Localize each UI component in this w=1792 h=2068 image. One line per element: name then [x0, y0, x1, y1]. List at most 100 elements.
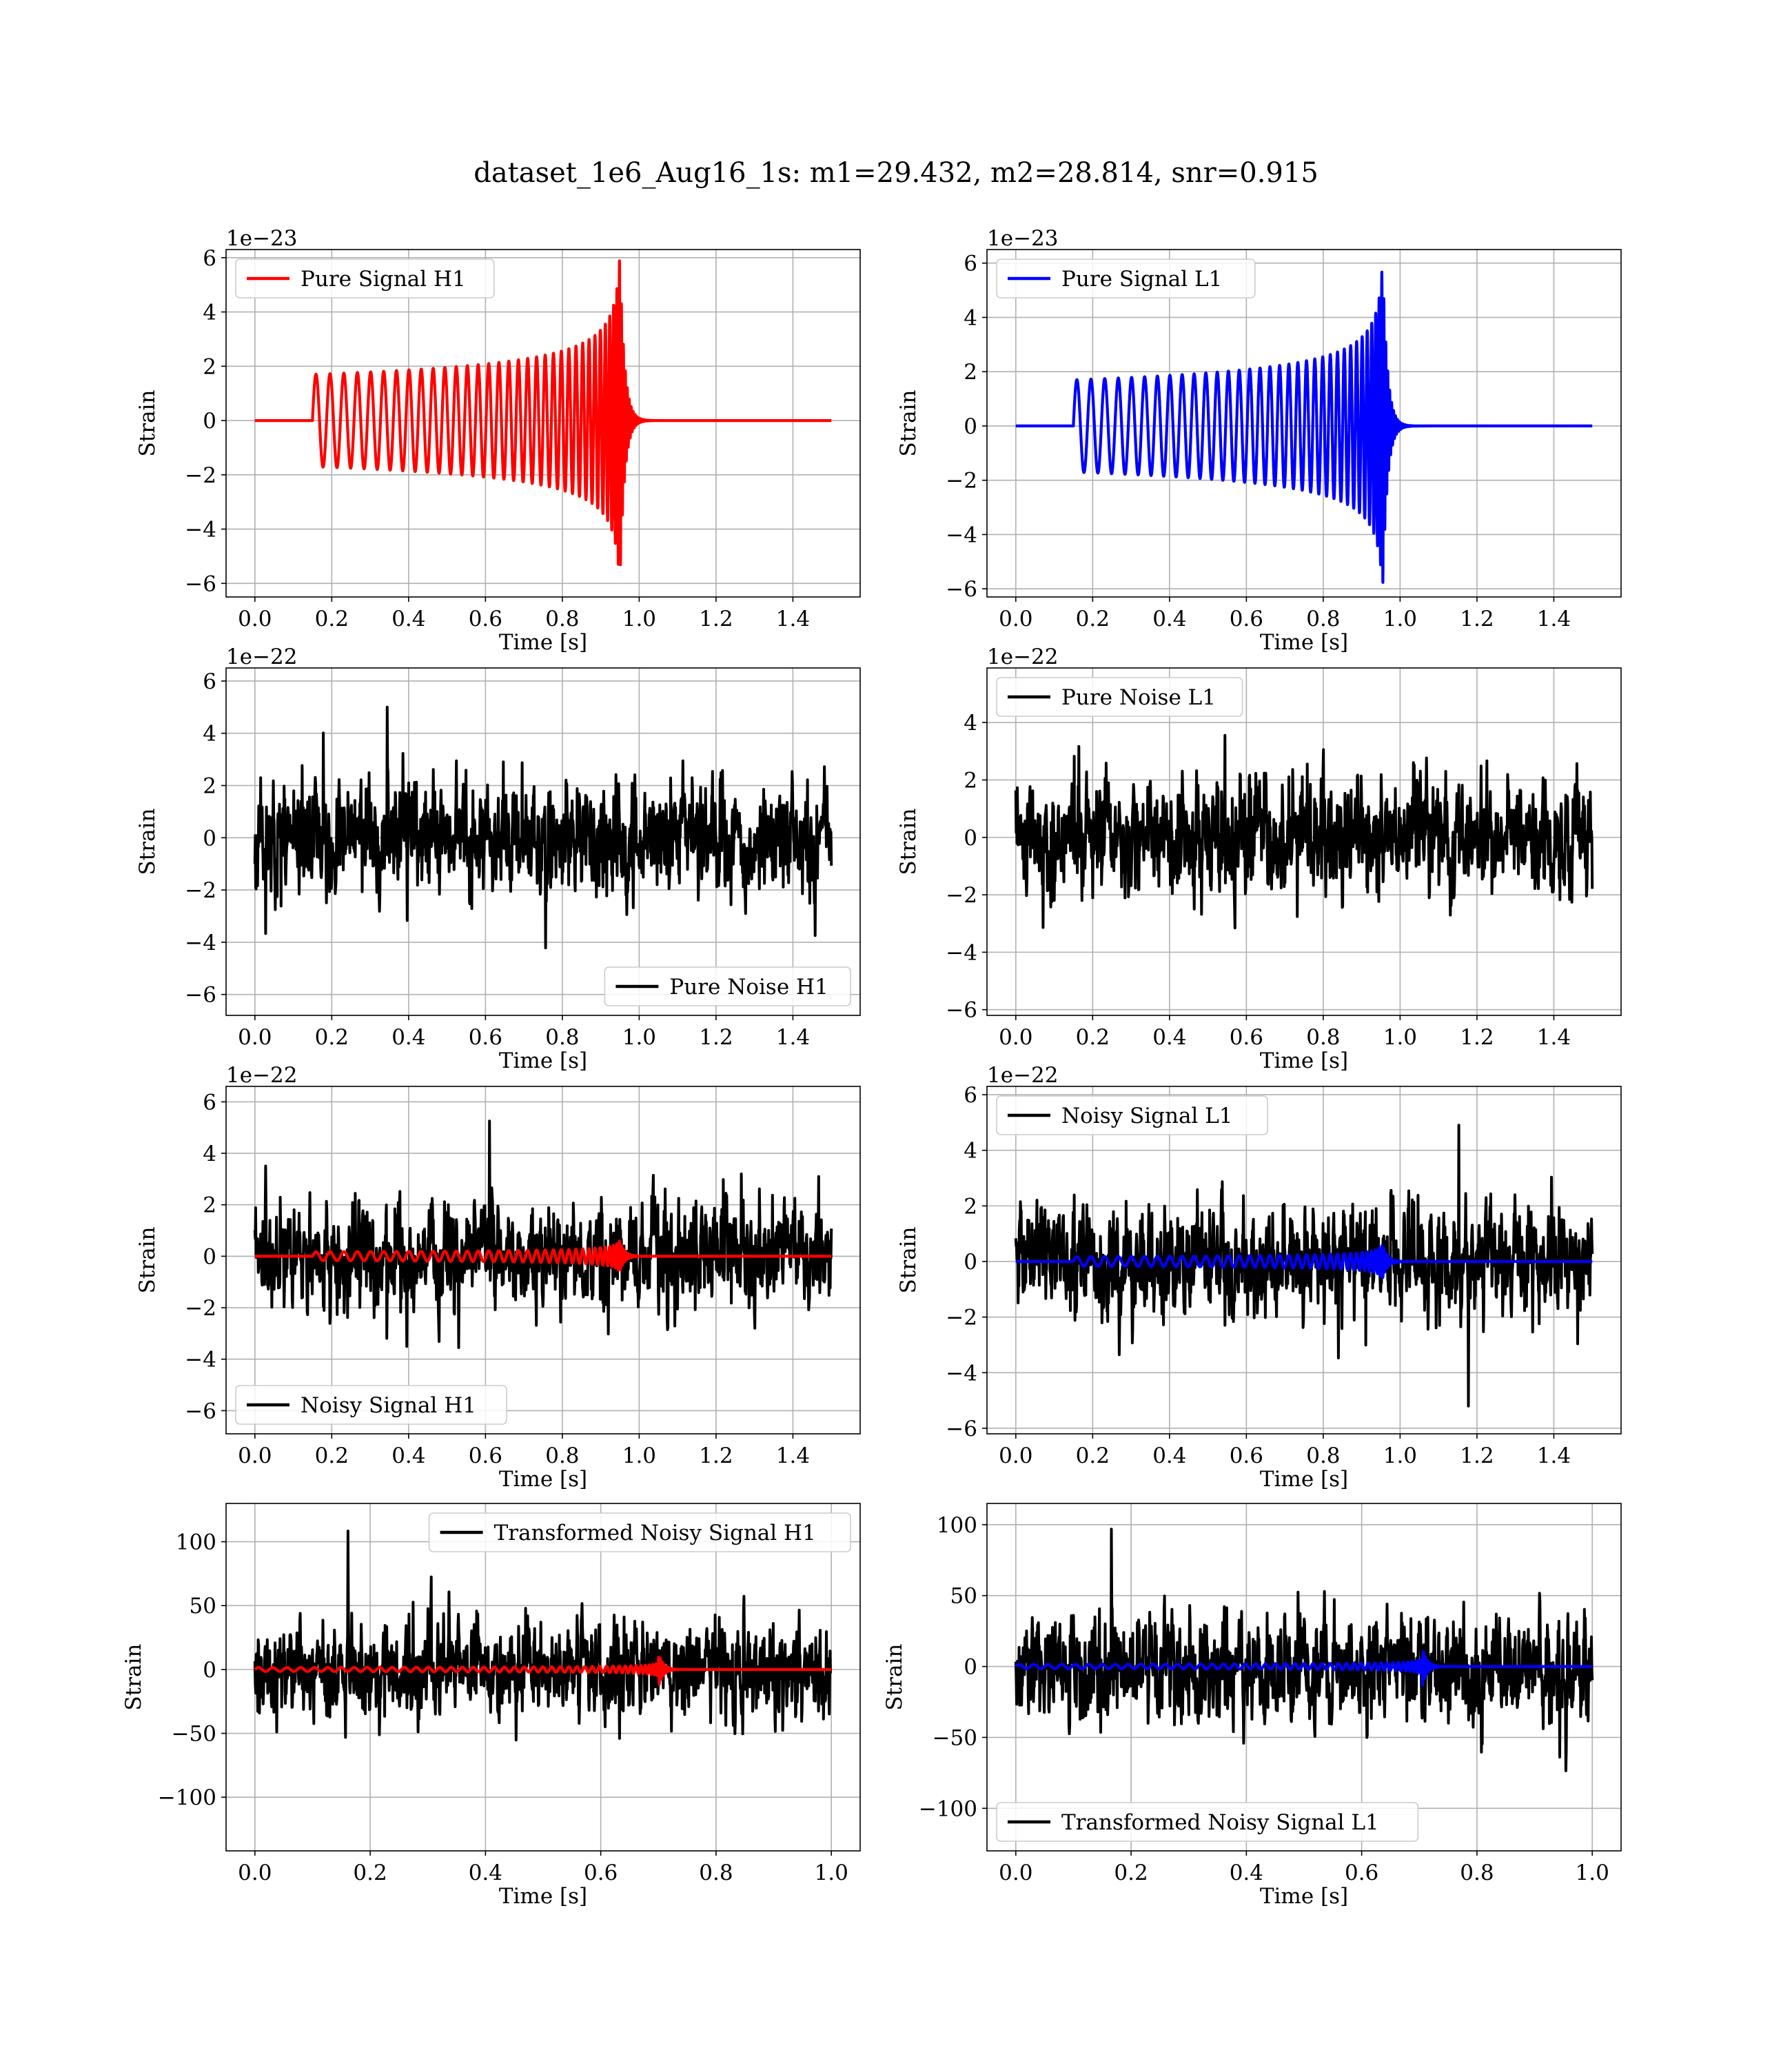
x-tick-label: 0.4 — [469, 1861, 502, 1885]
x-axis-label: Time [s] — [1260, 630, 1348, 655]
y-tick-label: −6 — [946, 998, 977, 1023]
transformed-noisy-signal-l1-chart: 0.0 0.2 0.4 0.6 0.8 1.0 −100 −50 0 50 100 Time [s] S… — [882, 1503, 1622, 1909]
legend-box — [428, 1512, 851, 1552]
legend-label: Pure Noise H1 — [669, 975, 828, 1000]
x-tick-label: 0.8 — [1306, 607, 1340, 631]
x-tick-label: 0.4 — [1152, 1443, 1186, 1468]
y-tick-label: 0 — [964, 826, 977, 851]
y-tick-label: 0 — [203, 409, 216, 434]
transformed-noisy-signal-l1-signal-overlay-line — [1014, 1650, 1594, 1687]
x-tick-label: 1.0 — [1576, 1861, 1609, 1885]
y-tick-label: 2 — [964, 768, 977, 793]
y-tick-label: 2 — [964, 1194, 977, 1219]
x-tick-label: 0.0 — [999, 1025, 1032, 1050]
y-tick-label: 0 — [964, 1250, 977, 1275]
x-tick-label: 1.4 — [1537, 1443, 1571, 1468]
y-tick-label: 4 — [964, 711, 977, 736]
x-tick-label: 0.4 — [391, 607, 425, 631]
noisy-signal-l1-chart: 0.0 0.2 0.4 0.6 0.8 1.0 1.2 1.4 −6 −4 −2 0 2 4 6 Time [… — [896, 1063, 1622, 1492]
noisy-signal-l1-signal-overlay-line — [1014, 1244, 1594, 1279]
legend-box — [996, 1802, 1419, 1842]
y-tick-label: −100 — [158, 1785, 216, 1810]
x-tick-label: 0.0 — [999, 1443, 1032, 1468]
axes-frame — [986, 249, 1622, 598]
x-tick-label: 1.2 — [1460, 1025, 1494, 1050]
noisy-signal-h1-signal-overlay-line — [253, 1239, 833, 1272]
legend-box — [604, 966, 851, 1006]
y-tick-label: 50 — [190, 1594, 216, 1619]
pure-noise-h1-chart: 0.0 0.2 0.4 0.6 0.8 1.0 1.2 1.4 −6 −4 −2 0 2 4 6 Time [… — [135, 645, 861, 1073]
y-tick-label: 4 — [964, 1139, 977, 1164]
y-axis-label: Strain — [896, 390, 921, 457]
x-tick-label: 1.0 — [622, 1443, 656, 1468]
y-tick-label: −4 — [185, 1348, 216, 1372]
x-tick-label: 0.4 — [1230, 1861, 1263, 1885]
y-tick-label: 2 — [964, 360, 977, 385]
legend-label: Transformed Noisy Signal L1 — [1061, 1810, 1379, 1835]
y-tick-label: 0 — [203, 826, 216, 851]
y-tick-label: −6 — [185, 1399, 216, 1423]
y-tick-label: 0 — [964, 414, 977, 439]
x-axis-label: Time [s] — [499, 1884, 587, 1909]
transformed-noisy-signal-h1-signal-overlay-line — [253, 1656, 833, 1686]
legend: Noisy Signal L1 — [996, 1095, 1268, 1135]
axes-frame — [986, 667, 1622, 1016]
figure-title: dataset_1e6_Aug16_1s: m1=29.432, m2=28.8… — [474, 157, 1318, 189]
y-axis-label: Strain — [135, 809, 160, 875]
y-tick-label: −2 — [946, 469, 977, 494]
legend: Pure Signal L1 — [996, 258, 1256, 298]
x-tick-label: 0.0 — [238, 607, 272, 631]
transformed-noisy-signal-l1-line — [1014, 1528, 1594, 1772]
legend: Pure Signal H1 — [235, 258, 495, 298]
y-tick-label: −2 — [946, 883, 977, 908]
x-tick-label: 0.6 — [469, 1443, 502, 1468]
x-tick-label: 0.4 — [391, 1443, 425, 1468]
pure-noise-l1-chart: 0.0 0.2 0.4 0.6 0.8 1.0 1.2 1.4 −6 −4 −2 0 2 4 Time [s… — [896, 645, 1622, 1073]
x-tick-label: 1.0 — [622, 607, 656, 631]
y-tick-label: 4 — [203, 722, 216, 747]
x-tick-label: 1.0 — [1383, 1443, 1417, 1468]
x-tick-label: 0.8 — [699, 1861, 733, 1885]
x-axis-label: Time [s] — [1260, 1467, 1348, 1492]
legend-box — [235, 258, 495, 298]
x-axis-label: Time [s] — [499, 1048, 587, 1073]
y-tick-label: −50 — [172, 1722, 216, 1747]
y-tick-label: −6 — [185, 571, 216, 596]
legend-box — [996, 677, 1243, 717]
pure-signal-h1-chart: 0.0 0.2 0.4 0.6 0.8 1.0 1.2 1.4 −6 −4 −2 0 2 4 6 Time [… — [135, 226, 861, 655]
y-tick-label: 4 — [203, 301, 216, 325]
transformed-noisy-signal-h1-line — [253, 1530, 833, 1742]
y-axis-label: Strain — [882, 1644, 907, 1711]
x-tick-label: 0.2 — [353, 1861, 387, 1885]
legend-box — [996, 1095, 1268, 1135]
x-tick-label: 1.4 — [776, 1443, 810, 1468]
x-axis-label: Time [s] — [1260, 1884, 1348, 1909]
axis-offset-text: 1e−22 — [987, 1063, 1059, 1088]
pure-signal-h1-line — [253, 259, 833, 567]
x-tick-label: 0.0 — [238, 1443, 272, 1468]
x-tick-label: 1.2 — [699, 1443, 733, 1468]
x-tick-label: 0.8 — [545, 607, 579, 631]
x-tick-label: 1.2 — [699, 1025, 733, 1050]
y-tick-label: −4 — [946, 1361, 977, 1386]
x-tick-label: 0.6 — [584, 1861, 618, 1885]
legend: Transformed Noisy Signal L1 — [996, 1802, 1419, 1842]
y-axis-label: Strain — [896, 1227, 921, 1294]
legend-box — [235, 1385, 507, 1425]
x-tick-label: 0.2 — [315, 1443, 349, 1468]
noisy-signal-h1-chart: 0.0 0.2 0.4 0.6 0.8 1.0 1.2 1.4 −6 −4 −2 0 2 4 6 Time [… — [135, 1063, 861, 1492]
x-tick-label: 1.2 — [699, 607, 733, 631]
x-tick-label: 0.4 — [391, 1025, 425, 1050]
y-tick-label: −6 — [946, 577, 977, 602]
legend: Pure Noise H1 — [604, 966, 851, 1006]
axis-offset-text: 1e−22 — [987, 645, 1059, 669]
y-tick-label: −6 — [946, 1417, 977, 1441]
x-axis-label: Time [s] — [499, 630, 587, 655]
y-tick-label: −4 — [946, 523, 977, 547]
legend-label: Noisy Signal L1 — [1061, 1104, 1233, 1128]
axis-offset-text: 1e−23 — [987, 226, 1059, 251]
x-tick-label: 0.4 — [1152, 607, 1186, 631]
axis-offset-text: 1e−23 — [226, 226, 298, 251]
y-tick-label: 0 — [203, 1658, 216, 1683]
